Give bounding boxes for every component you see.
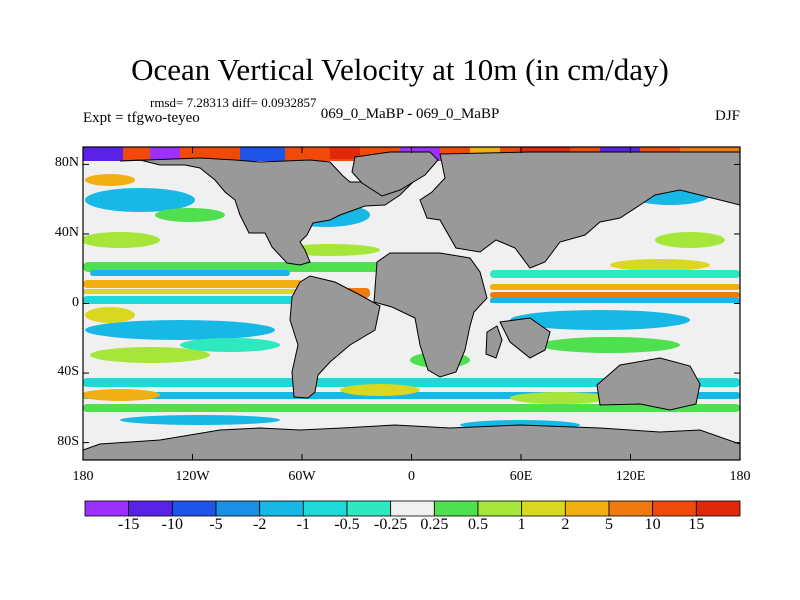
colorbar-swatch bbox=[564, 500, 610, 517]
map-ticks bbox=[82, 147, 741, 460]
colorbar-swatch bbox=[346, 500, 392, 517]
colorbar-label: -0.25 bbox=[373, 516, 408, 533]
lon-tick-label: 180 bbox=[72, 469, 94, 484]
colorbar-swatch bbox=[608, 500, 654, 517]
colorbar-swatch bbox=[521, 500, 566, 517]
colorbar-label: -2 bbox=[252, 516, 267, 533]
lat-tick-label: 40N bbox=[54, 224, 79, 240]
colorbar-label: -1 bbox=[296, 516, 310, 533]
lat-tick-label: 40S bbox=[57, 364, 79, 380]
colorbar-label: -10 bbox=[161, 516, 183, 533]
colorbar-label: 0.5 bbox=[468, 516, 488, 533]
land-greenland bbox=[351, 151, 439, 197]
land-australia bbox=[596, 357, 701, 411]
colorbar-label: -5 bbox=[209, 516, 223, 533]
land-eurasia bbox=[419, 151, 740, 269]
lat-tick-label: 80S bbox=[57, 433, 79, 449]
colorbar-swatch bbox=[652, 500, 697, 517]
colorbar bbox=[84, 500, 741, 517]
colorbar-swatch bbox=[259, 500, 304, 517]
colorbar-label: 10 bbox=[644, 516, 661, 533]
colorbar-swatch bbox=[128, 500, 173, 517]
rmsd-diff-stats: rmsd= 7.28313 diff= 0.0932857 bbox=[150, 95, 317, 110]
colorbar-swatch bbox=[84, 500, 130, 517]
land-north-america bbox=[119, 157, 428, 266]
figure-title: Ocean Vertical Velocity at 10m (in cm/da… bbox=[131, 52, 669, 87]
lon-tick-label: 0 bbox=[408, 469, 415, 484]
colorbar-label: 1 bbox=[517, 516, 526, 533]
colorbar-label: -0.5 bbox=[334, 516, 360, 533]
land-masses bbox=[83, 151, 740, 460]
colorbar-label: 5 bbox=[605, 516, 613, 533]
colorbar-swatch bbox=[477, 500, 523, 517]
case-comparison-label: 069_0_MaBP - 069_0_MaBP bbox=[320, 106, 500, 122]
lon-tick-label: 60E bbox=[509, 469, 533, 484]
colorbar-swatch bbox=[302, 500, 348, 517]
colorbar-swatch bbox=[695, 500, 741, 517]
colorbar-label: 0.25 bbox=[420, 516, 449, 533]
land-maritime bbox=[499, 317, 551, 359]
lat-tick-label: 0 bbox=[72, 294, 79, 310]
colorbar-swatch bbox=[433, 500, 479, 517]
colorbar-label: -15 bbox=[117, 516, 140, 533]
colorbar-label: 15 bbox=[688, 516, 705, 533]
season-label: DJF bbox=[714, 108, 740, 124]
land-antarctica bbox=[83, 424, 740, 460]
lon-tick-label: 120E bbox=[615, 469, 646, 484]
lon-tick-label: 120W bbox=[175, 469, 210, 484]
land-madagascar bbox=[485, 325, 503, 359]
land-africa bbox=[373, 252, 488, 378]
land-south-america bbox=[289, 275, 381, 399]
lat-tick-label: 80N bbox=[54, 155, 79, 171]
colorbar-swatch bbox=[390, 500, 435, 517]
colorbar-swatch bbox=[215, 500, 261, 517]
lon-tick-label: 60W bbox=[288, 469, 316, 484]
experiment-label: Expt = tfgwo-teyeo bbox=[83, 110, 200, 126]
colorbar-swatch bbox=[171, 500, 217, 517]
lon-tick-label: 180 bbox=[729, 469, 751, 484]
colorbar-label: 2 bbox=[561, 516, 570, 533]
